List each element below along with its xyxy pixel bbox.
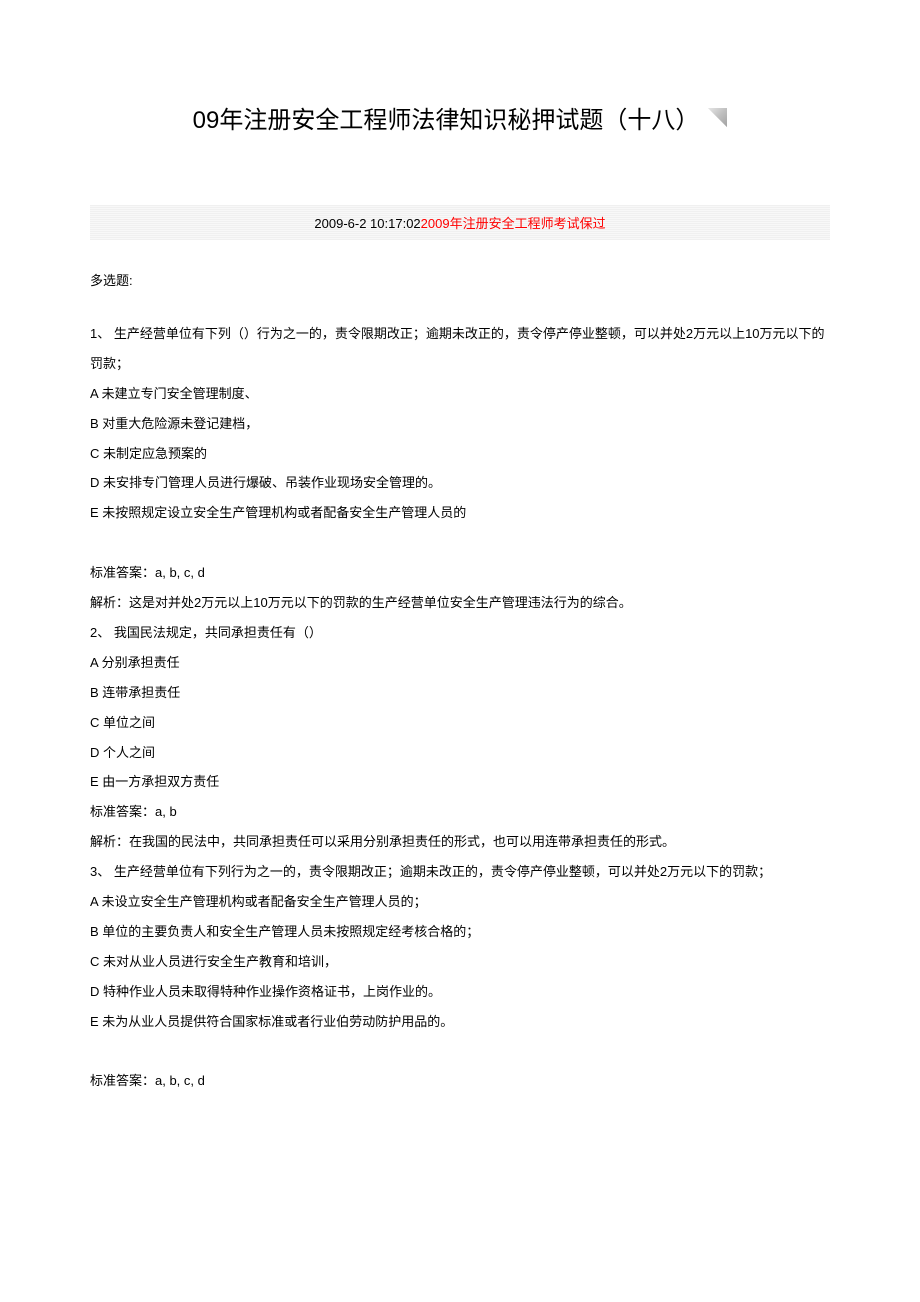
section-label: 多选题: bbox=[90, 270, 830, 289]
title-row: 09年注册安全工程师法律知识秘押试题（十八） bbox=[90, 100, 830, 135]
analysis-text: 解析：在我国的民法中，共同承担责任可以采用分别承担责任的形式，也可以用连带承担责… bbox=[90, 827, 830, 857]
option-b: B 对重大危险源未登记建档， bbox=[90, 409, 830, 439]
question-1: 1、 生产经营单位有下列（）行为之一的，责令限期改正；逾期未改正的，责令停产停业… bbox=[90, 319, 830, 528]
meta-link[interactable]: 2009年注册安全工程师考试保过 bbox=[421, 216, 606, 231]
answer-block-3: 标准答案：a, b, c, d bbox=[90, 1066, 830, 1096]
meta-bar: 2009-6-2 10:17:022009年注册安全工程师考试保过 bbox=[90, 205, 830, 240]
meta-date: 2009-6-2 10:17:02 bbox=[314, 216, 420, 231]
option-b: B 单位的主要负责人和安全生产管理人员未按照规定经考核合格的； bbox=[90, 917, 830, 947]
question-text: 2、 我国民法规定，共同承担责任有（） bbox=[90, 618, 830, 648]
analysis-text: 解析：这是对并处2万元以上10万元以下的罚款的生产经营单位安全生产管理违法行为的… bbox=[90, 588, 830, 618]
option-a: A 未建立专门安全管理制度、 bbox=[90, 379, 830, 409]
question-2: 2、 我国民法规定，共同承担责任有（） A 分别承担责任 B 连带承担责任 C … bbox=[90, 618, 830, 797]
option-c: C 未对从业人员进行安全生产教育和培训， bbox=[90, 947, 830, 977]
corner-icon bbox=[707, 108, 727, 128]
option-a: A 分别承担责任 bbox=[90, 648, 830, 678]
option-c: C 未制定应急预案的 bbox=[90, 439, 830, 469]
answer-text: 标准答案：a, b, c, d bbox=[90, 1066, 830, 1096]
answer-text: 标准答案：a, b bbox=[90, 797, 830, 827]
answer-text: 标准答案：a, b, c, d bbox=[90, 558, 830, 588]
option-e: E 未为从业人员提供符合国家标准或者行业伯劳动防护用品的。 bbox=[90, 1007, 830, 1037]
option-b: B 连带承担责任 bbox=[90, 678, 830, 708]
question-text: 3、 生产经营单位有下列行为之一的，责令限期改正；逾期未改正的，责令停产停业整顿… bbox=[90, 857, 830, 887]
answer-block-2: 标准答案：a, b 解析：在我国的民法中，共同承担责任可以采用分别承担责任的形式… bbox=[90, 797, 830, 1036]
answer-block-1: 标准答案：a, b, c, d 解析：这是对并处2万元以上10万元以下的罚款的生… bbox=[90, 558, 830, 618]
question-text: 1、 生产经营单位有下列（）行为之一的，责令限期改正；逾期未改正的，责令停产停业… bbox=[90, 319, 830, 379]
option-e: E 由一方承担双方责任 bbox=[90, 767, 830, 797]
option-e: E 未按照规定设立安全生产管理机构或者配备安全生产管理人员的 bbox=[90, 498, 830, 528]
page-title: 09年注册安全工程师法律知识秘押试题（十八） bbox=[193, 100, 700, 135]
option-d: D 特种作业人员未取得特种作业操作资格证书，上岗作业的。 bbox=[90, 977, 830, 1007]
option-d: D 未安排专门管理人员进行爆破、吊装作业现场安全管理的。 bbox=[90, 468, 830, 498]
option-a: A 未设立安全生产管理机构或者配备安全生产管理人员的； bbox=[90, 887, 830, 917]
option-c: C 单位之间 bbox=[90, 708, 830, 738]
option-d: D 个人之间 bbox=[90, 738, 830, 768]
